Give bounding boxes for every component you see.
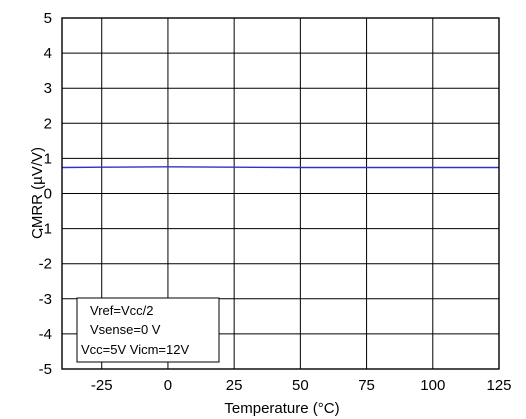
conditions-box: Vref=Vcc/2 Vsense=0 V Vcc=5V Vicm=12V <box>76 297 220 363</box>
y-tick-label: 3 <box>44 80 52 97</box>
conditions-line-2: Vsense=0 V <box>90 322 161 337</box>
y-tick-label: 5 <box>44 10 52 27</box>
y-tick-label: -1 <box>39 221 52 238</box>
y-tick-label: -3 <box>39 291 52 308</box>
y-tick-label: 4 <box>44 45 52 62</box>
cmrr-series-line <box>61 166 499 169</box>
x-tick-label: 25 <box>226 377 243 394</box>
conditions-line-3: Vcc=5V Vicm=12V <box>81 342 189 357</box>
conditions-box-border <box>76 297 220 363</box>
x-tick-labels: -25 0 25 50 75 100 125 <box>91 377 512 394</box>
x-tick-label: 0 <box>164 377 172 394</box>
plot-frame <box>61 17 500 370</box>
x-tick-label: 75 <box>358 377 375 394</box>
y-tick-label: -5 <box>39 361 52 378</box>
series-group <box>61 166 499 169</box>
x-tick-label: 125 <box>486 377 511 394</box>
conditions-line-1: Vref=Vcc/2 <box>90 303 153 318</box>
y-tick-label: -2 <box>39 256 52 273</box>
x-tick-label: 50 <box>292 377 309 394</box>
y-tick-label: 0 <box>44 186 52 203</box>
y-axis-label: CMRR (µV/V) <box>29 147 46 239</box>
y-tick-label: -4 <box>39 326 52 343</box>
x-tick-label: -25 <box>91 377 113 394</box>
y-tick-label: 2 <box>44 115 52 132</box>
y-tick-labels: -5 -4 -3 -2 -1 0 1 2 3 4 5 <box>39 10 52 378</box>
x-axis-label: Temperature (°C) <box>224 400 339 417</box>
x-tick-label: 100 <box>420 377 445 394</box>
y-tick-label: 1 <box>44 150 52 167</box>
